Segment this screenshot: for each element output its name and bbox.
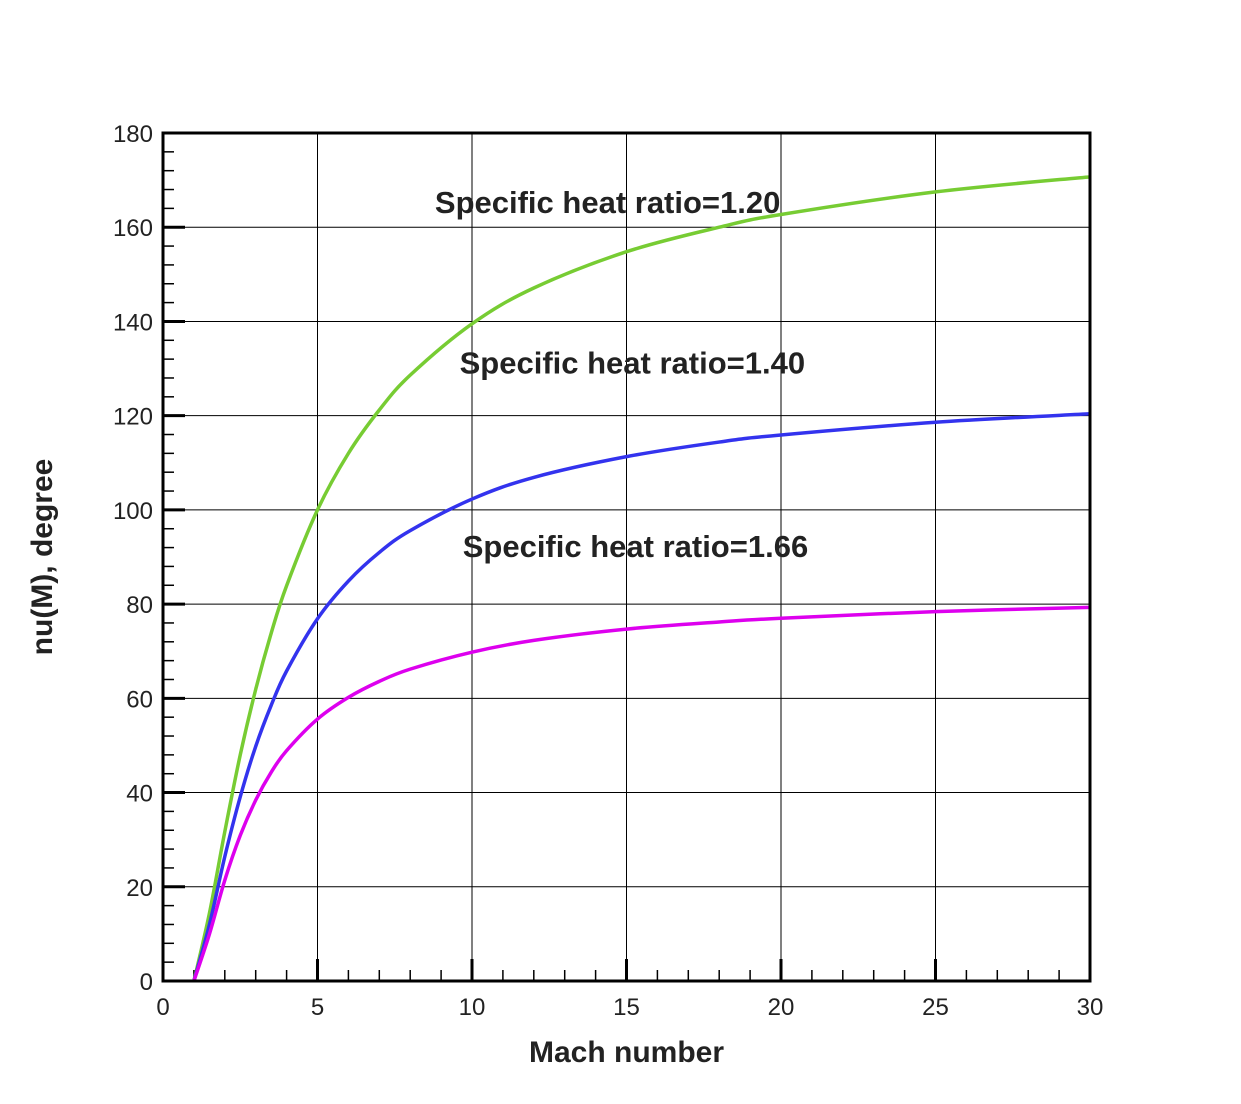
plot-frame [161,131,1092,983]
series-line-2 [192,605,1090,981]
y-tick-label-0: 0 [140,969,153,996]
y-tick-label-9: 180 [113,121,153,148]
x-tick-label-4: 20 [768,994,795,1021]
x-tick-label-0: 0 [156,994,169,1021]
x-tick-label-6: 30 [1077,994,1104,1021]
y-tick-label-4: 80 [126,592,153,619]
y-tick-label-2: 40 [126,781,153,808]
y-tick-label-5: 100 [113,498,153,525]
y-tick-label-6: 120 [113,404,153,431]
x-tick-label-1: 5 [311,994,324,1021]
y-tick-label-7: 140 [113,309,153,336]
y-tick-label-1: 20 [126,875,153,902]
annotation-0: Specific heat ratio=1.20 [435,185,780,220]
y-axis-title: nu(M), degree [26,459,59,656]
y-tick-label-3: 60 [126,686,153,713]
x-tick-label-2: 10 [459,994,486,1021]
y-tick-labels: 0 20 40 60 80 100 120 140 160 180 [113,121,153,996]
annotations: Specific heat ratio=1.20 Specific heat ra… [435,185,808,564]
x-tick-labels: 0 5 10 15 20 25 30 [156,994,1103,1021]
series-lines [192,175,1090,981]
x-axis-title: Mach number [529,1036,724,1069]
series-line-0 [192,175,1090,981]
x-tick-label-5: 25 [922,994,949,1021]
minor-ticks [163,151,1060,981]
series-line-1 [192,412,1090,981]
annotation-1: Specific heat ratio=1.40 [460,345,805,380]
annotation-2: Specific heat ratio=1.66 [463,529,808,564]
x-tick-label-3: 15 [613,994,640,1021]
grid [163,133,1090,981]
y-tick-label-8: 160 [113,215,153,242]
